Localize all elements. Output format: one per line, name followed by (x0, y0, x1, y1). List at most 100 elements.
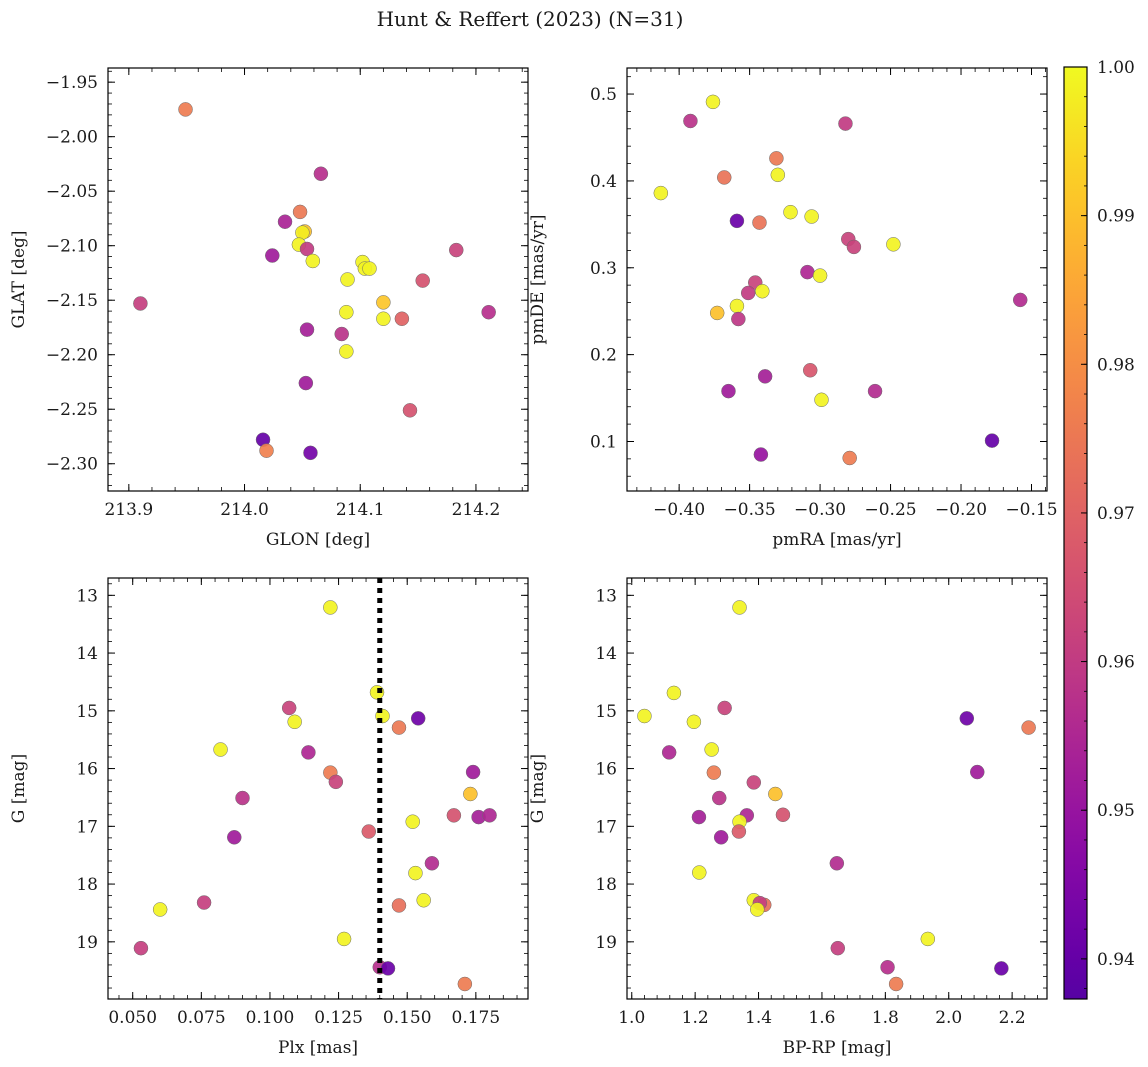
y-axis-label: GLAT [deg] (9, 230, 29, 328)
ticks (108, 578, 528, 999)
y-tick-label: −2.05 (46, 182, 98, 202)
scatter-point (705, 94, 721, 110)
y-tick-label: −2.30 (46, 455, 98, 475)
x-tick-label: 0.125 (314, 1008, 363, 1028)
scatter-point (339, 344, 354, 359)
scatter-point (133, 296, 148, 311)
scatter-point (755, 283, 770, 299)
scatter-point (133, 940, 149, 956)
scatter-point (800, 264, 815, 280)
scatter-point (339, 304, 354, 320)
x-tick-label: 1.0 (618, 1008, 645, 1028)
y-axis-label: G [mag] (528, 754, 548, 823)
scatter-point (328, 774, 344, 790)
scatter-point (753, 447, 769, 462)
scatter-point (731, 824, 747, 839)
scatter-point (361, 824, 377, 839)
colorbar-tick-label: 0.99 (1097, 207, 1135, 227)
scatter-point (424, 856, 440, 871)
y-tick-label: 13 (595, 586, 617, 606)
scatter-point (716, 170, 732, 185)
x-tick-label: 2.2 (999, 1008, 1026, 1028)
scatter-point (235, 790, 250, 806)
scatter-point (405, 814, 420, 829)
scatter-point (637, 708, 652, 724)
scatter-point (463, 786, 478, 802)
x-axis-label: pmRA [mas/yr] (772, 530, 901, 550)
x-tick-label: 1.6 (808, 1008, 835, 1028)
scatter-point (334, 326, 349, 342)
scatter-point (340, 272, 355, 287)
scatter-point (666, 685, 682, 701)
scatter-points (653, 94, 1028, 466)
y-tick-label: −2.00 (46, 128, 98, 148)
scatter-point (838, 116, 853, 131)
subplot-pmra-pmde: −0.40 −0.35 −0.30 −0.25 −0.20 −0.15 0.1 0.2 0.3 0… (528, 67, 1058, 550)
y-tick-label: −2.15 (46, 291, 98, 311)
scatter-point (686, 714, 702, 730)
scatter-point (281, 700, 297, 716)
y-tick-label: −2.25 (46, 400, 98, 420)
x-tick-label: 0.175 (452, 1008, 501, 1028)
scatter-point (482, 808, 497, 823)
scatter-point (880, 959, 895, 975)
scatter-point (757, 369, 773, 384)
scatter-point (376, 295, 391, 310)
scatter-point (842, 450, 857, 466)
scatter-point (888, 976, 904, 992)
y-tick-label: 0.5 (590, 85, 617, 105)
y-tick-label: 0.1 (590, 432, 617, 452)
scatter-point (740, 285, 756, 301)
x-tick-label: 1.2 (682, 1008, 709, 1028)
scatter-point (457, 976, 473, 992)
scatter-point (661, 745, 677, 760)
colorbar-tick-label: 1.00 (1097, 58, 1135, 78)
x-tick-label: 0.075 (177, 1008, 226, 1028)
scatter-point (299, 322, 315, 337)
axes-frame (107, 67, 529, 492)
y-tick-label: 18 (76, 875, 98, 895)
scatter-point (984, 433, 1000, 448)
scatter-point (277, 214, 293, 229)
scatter-point (970, 764, 985, 780)
scatter-point (768, 786, 783, 802)
scatter-point (846, 239, 862, 255)
x-axis-label: Plx [mas] (278, 1038, 358, 1058)
y-tick-label: 15 (595, 702, 617, 722)
x-tick-label: 0.150 (383, 1008, 432, 1028)
x-tick-label: 214.0 (220, 500, 269, 520)
colorbar-tick-label: 0.96 (1097, 653, 1135, 673)
scatter-point (959, 711, 975, 726)
scatter-point (1012, 292, 1028, 308)
subplot-grid: 213.9 214.0 214.1 214.2 −1.95 −2.00 −2.05 −2.10… (9, 67, 1058, 1058)
scatter-point (711, 790, 727, 806)
x-axis-label: GLON [deg] (266, 530, 370, 550)
colorbar-tick-label: 0.94 (1097, 950, 1135, 970)
scatter-point (653, 185, 669, 201)
scatter-point (721, 383, 736, 399)
scatter-point (683, 113, 698, 129)
scatter-point (152, 902, 168, 917)
y-tick-label: 0.2 (590, 346, 617, 366)
x-tick-label: 0.050 (108, 1008, 157, 1028)
scatter-point (886, 237, 901, 252)
y-tick-label: 0.4 (590, 172, 617, 192)
scatter-point (265, 248, 280, 263)
y-tick-label: 17 (595, 817, 617, 837)
x-tick-label: 213.9 (104, 500, 153, 520)
scatter-point (305, 253, 321, 269)
scatter-point (299, 241, 315, 257)
x-tick-label: 1.8 (872, 1008, 899, 1028)
y-tick-label: 0.3 (590, 259, 617, 279)
x-tick-label: −0.35 (724, 500, 776, 520)
scatter-point (920, 931, 936, 947)
y-tick-label: 16 (595, 760, 617, 780)
scatter-point (829, 856, 845, 871)
scatter-point (706, 765, 722, 780)
scatter-point (746, 775, 762, 790)
scatter-point (812, 268, 828, 283)
scatter-point (298, 375, 314, 391)
scatter-point (814, 392, 829, 408)
y-tick-label: 19 (595, 933, 617, 953)
